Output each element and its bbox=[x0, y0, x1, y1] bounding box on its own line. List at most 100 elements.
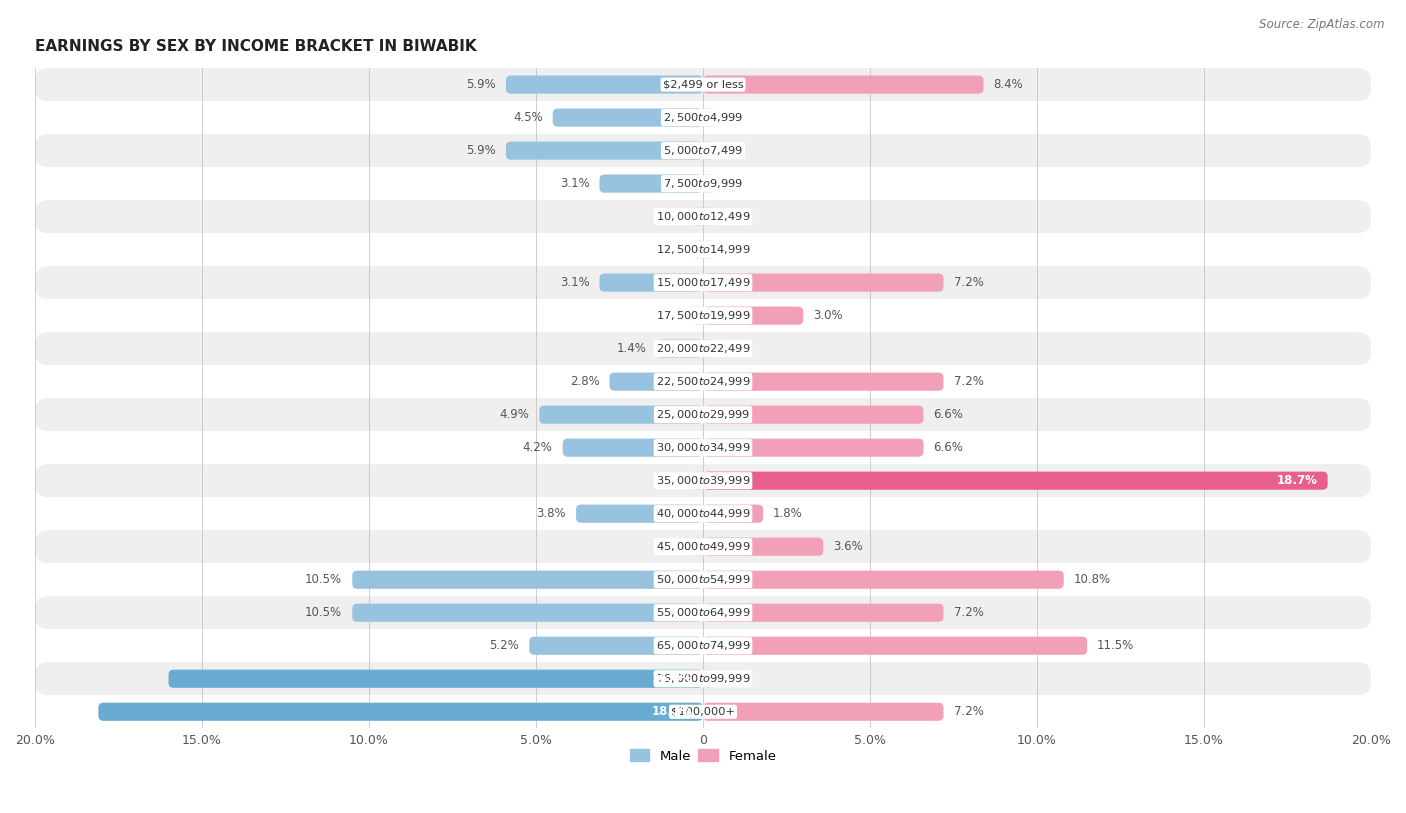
Text: 0.0%: 0.0% bbox=[713, 111, 742, 124]
FancyBboxPatch shape bbox=[703, 273, 943, 292]
Text: 18.1%: 18.1% bbox=[652, 705, 693, 718]
Text: $40,000 to $44,999: $40,000 to $44,999 bbox=[655, 507, 751, 520]
FancyBboxPatch shape bbox=[703, 207, 713, 226]
Text: 4.5%: 4.5% bbox=[513, 111, 543, 124]
Text: $17,500 to $19,999: $17,500 to $19,999 bbox=[655, 309, 751, 322]
FancyBboxPatch shape bbox=[35, 200, 1371, 233]
FancyBboxPatch shape bbox=[693, 537, 703, 556]
Text: 0.0%: 0.0% bbox=[664, 243, 693, 256]
Text: 0.0%: 0.0% bbox=[713, 177, 742, 190]
Text: $20,000 to $22,499: $20,000 to $22,499 bbox=[655, 342, 751, 355]
Text: 0.0%: 0.0% bbox=[664, 210, 693, 223]
Text: 10.5%: 10.5% bbox=[305, 573, 342, 586]
FancyBboxPatch shape bbox=[703, 603, 943, 622]
Text: $10,000 to $12,499: $10,000 to $12,499 bbox=[655, 210, 751, 223]
FancyBboxPatch shape bbox=[506, 141, 703, 159]
FancyBboxPatch shape bbox=[599, 273, 703, 292]
FancyBboxPatch shape bbox=[353, 571, 703, 589]
Text: 18.7%: 18.7% bbox=[1277, 474, 1317, 487]
Legend: Male, Female: Male, Female bbox=[624, 744, 782, 767]
FancyBboxPatch shape bbox=[693, 207, 703, 226]
Text: 6.6%: 6.6% bbox=[934, 441, 963, 454]
Text: $2,500 to $4,999: $2,500 to $4,999 bbox=[664, 111, 742, 124]
FancyBboxPatch shape bbox=[35, 629, 1371, 663]
Text: EARNINGS BY SEX BY INCOME BRACKET IN BIWABIK: EARNINGS BY SEX BY INCOME BRACKET IN BIW… bbox=[35, 39, 477, 54]
FancyBboxPatch shape bbox=[703, 537, 824, 556]
FancyBboxPatch shape bbox=[703, 307, 803, 324]
Text: 3.1%: 3.1% bbox=[560, 177, 589, 190]
FancyBboxPatch shape bbox=[35, 266, 1371, 299]
Text: 7.2%: 7.2% bbox=[953, 375, 983, 388]
FancyBboxPatch shape bbox=[703, 340, 713, 358]
FancyBboxPatch shape bbox=[35, 530, 1371, 563]
Text: Source: ZipAtlas.com: Source: ZipAtlas.com bbox=[1260, 18, 1385, 31]
Text: 3.6%: 3.6% bbox=[834, 540, 863, 553]
Text: 3.1%: 3.1% bbox=[560, 276, 589, 289]
Text: $12,500 to $14,999: $12,500 to $14,999 bbox=[655, 243, 751, 256]
Text: 7.2%: 7.2% bbox=[953, 276, 983, 289]
Text: $50,000 to $54,999: $50,000 to $54,999 bbox=[655, 573, 751, 586]
FancyBboxPatch shape bbox=[693, 472, 703, 489]
FancyBboxPatch shape bbox=[693, 307, 703, 324]
Text: 0.0%: 0.0% bbox=[664, 474, 693, 487]
FancyBboxPatch shape bbox=[703, 505, 763, 523]
FancyBboxPatch shape bbox=[703, 571, 1064, 589]
Text: 0.0%: 0.0% bbox=[713, 342, 742, 355]
FancyBboxPatch shape bbox=[693, 241, 703, 259]
FancyBboxPatch shape bbox=[703, 438, 924, 457]
FancyBboxPatch shape bbox=[35, 398, 1371, 431]
FancyBboxPatch shape bbox=[35, 365, 1371, 398]
Text: $15,000 to $17,499: $15,000 to $17,499 bbox=[655, 276, 751, 289]
FancyBboxPatch shape bbox=[35, 596, 1371, 629]
FancyBboxPatch shape bbox=[35, 563, 1371, 596]
Text: $2,499 or less: $2,499 or less bbox=[662, 80, 744, 89]
Text: $45,000 to $49,999: $45,000 to $49,999 bbox=[655, 540, 751, 553]
Text: 0.0%: 0.0% bbox=[713, 672, 742, 685]
Text: 0.0%: 0.0% bbox=[713, 144, 742, 157]
Text: 10.8%: 10.8% bbox=[1074, 573, 1111, 586]
FancyBboxPatch shape bbox=[657, 340, 703, 358]
FancyBboxPatch shape bbox=[35, 134, 1371, 167]
FancyBboxPatch shape bbox=[703, 472, 1327, 489]
Text: 5.2%: 5.2% bbox=[489, 639, 519, 652]
Text: $75,000 to $99,999: $75,000 to $99,999 bbox=[655, 672, 751, 685]
Text: 11.5%: 11.5% bbox=[1097, 639, 1135, 652]
FancyBboxPatch shape bbox=[553, 108, 703, 127]
Text: 10.5%: 10.5% bbox=[305, 606, 342, 620]
Text: 0.0%: 0.0% bbox=[713, 210, 742, 223]
Text: 1.8%: 1.8% bbox=[773, 507, 803, 520]
FancyBboxPatch shape bbox=[353, 603, 703, 622]
FancyBboxPatch shape bbox=[35, 333, 1371, 365]
FancyBboxPatch shape bbox=[703, 241, 713, 259]
FancyBboxPatch shape bbox=[35, 695, 1371, 728]
Text: $7,500 to $9,999: $7,500 to $9,999 bbox=[664, 177, 742, 190]
Text: 4.2%: 4.2% bbox=[523, 441, 553, 454]
FancyBboxPatch shape bbox=[35, 498, 1371, 530]
Text: 6.6%: 6.6% bbox=[934, 408, 963, 421]
FancyBboxPatch shape bbox=[540, 406, 703, 424]
FancyBboxPatch shape bbox=[35, 299, 1371, 333]
Text: 3.8%: 3.8% bbox=[537, 507, 567, 520]
FancyBboxPatch shape bbox=[703, 702, 943, 721]
Text: $22,500 to $24,999: $22,500 to $24,999 bbox=[655, 375, 751, 388]
FancyBboxPatch shape bbox=[703, 175, 713, 193]
FancyBboxPatch shape bbox=[703, 76, 984, 93]
FancyBboxPatch shape bbox=[35, 464, 1371, 498]
FancyBboxPatch shape bbox=[703, 108, 713, 127]
FancyBboxPatch shape bbox=[599, 175, 703, 193]
FancyBboxPatch shape bbox=[703, 372, 943, 391]
Text: 7.2%: 7.2% bbox=[953, 606, 983, 620]
FancyBboxPatch shape bbox=[703, 406, 924, 424]
FancyBboxPatch shape bbox=[529, 637, 703, 654]
FancyBboxPatch shape bbox=[35, 431, 1371, 464]
Text: 0.0%: 0.0% bbox=[664, 309, 693, 322]
Text: 1.4%: 1.4% bbox=[616, 342, 647, 355]
Text: $55,000 to $64,999: $55,000 to $64,999 bbox=[655, 606, 751, 620]
Text: $35,000 to $39,999: $35,000 to $39,999 bbox=[655, 474, 751, 487]
Text: 3.0%: 3.0% bbox=[813, 309, 842, 322]
FancyBboxPatch shape bbox=[35, 167, 1371, 200]
Text: $5,000 to $7,499: $5,000 to $7,499 bbox=[664, 144, 742, 157]
Text: 5.9%: 5.9% bbox=[467, 144, 496, 157]
Text: $25,000 to $29,999: $25,000 to $29,999 bbox=[655, 408, 751, 421]
Text: 8.4%: 8.4% bbox=[994, 78, 1024, 91]
